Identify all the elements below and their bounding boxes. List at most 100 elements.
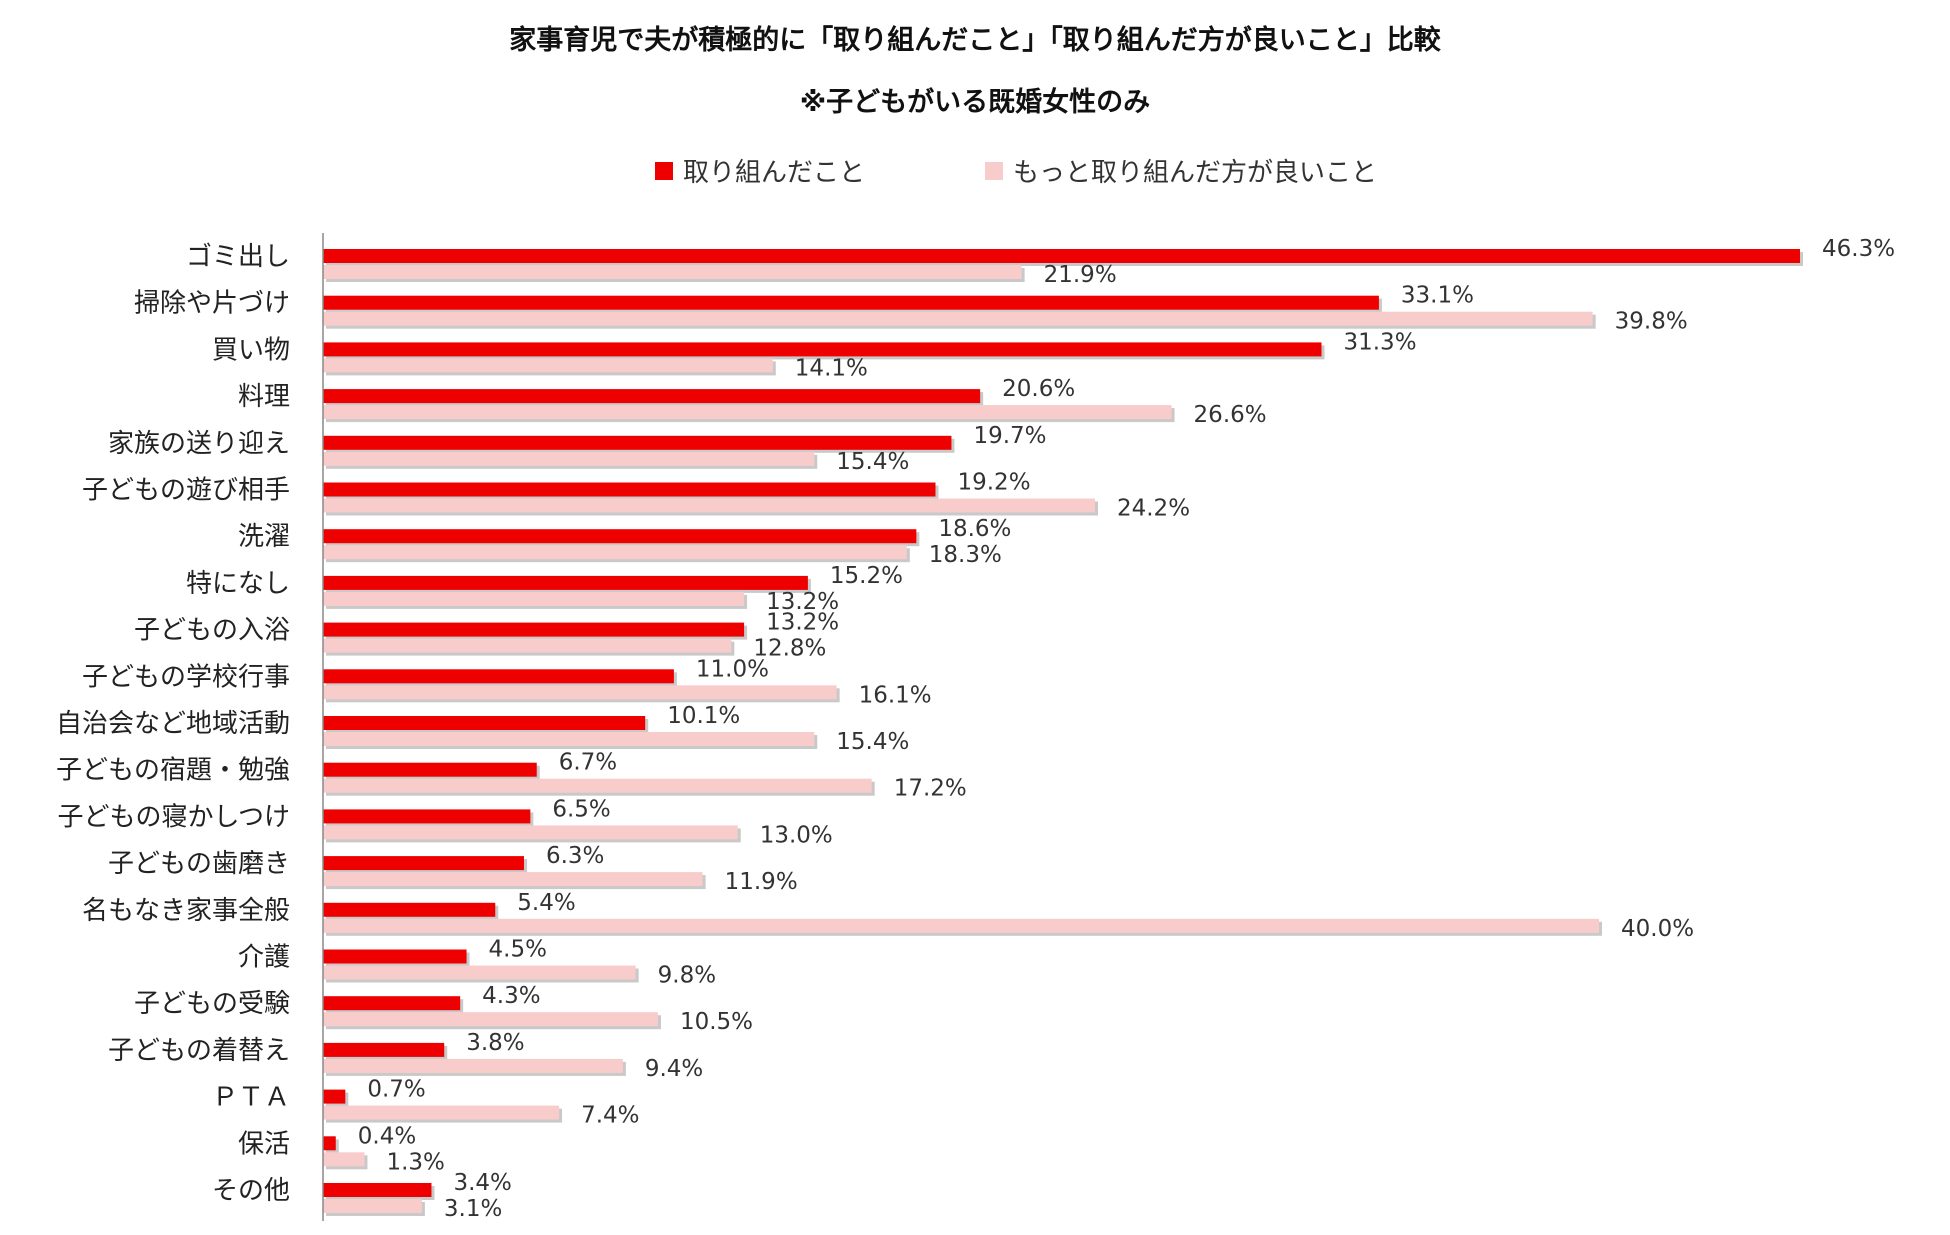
data-label-done: 6.3% [546,843,604,869]
category-label: 特になし [186,569,290,599]
bar-should [323,825,738,840]
category-label: 子どもの遊び相手 [82,476,290,506]
data-label-done: 0.7% [367,1077,425,1103]
bar-done [323,762,537,777]
data-label-should: 9.4% [645,1056,703,1082]
category-label: 子どもの宿題・勉強 [56,756,290,786]
data-label-done: 31.3% [1343,329,1416,355]
legend-item-done: 取り組んだこと [655,152,865,189]
data-label-done: 13.2% [766,610,839,636]
bar-done [323,249,1800,263]
bar-done [323,949,467,964]
bar-done [323,856,524,871]
bar-done [323,435,952,450]
bar-done [323,669,674,684]
data-label-should: 15.4% [836,729,909,755]
data-label-should: 15.4% [836,449,909,475]
data-label-should: 12.8% [753,636,826,662]
bar-should [323,591,745,606]
data-label-should: 1.3% [386,1149,444,1175]
category-label: ゴミ出し [186,242,290,272]
data-label-done: 19.2% [957,470,1030,496]
data-label-done: 4.5% [489,937,547,963]
data-label-done: 6.5% [552,796,610,822]
bar-should [323,1012,658,1027]
category-label: 子どもの着替え [108,1036,290,1066]
bar-should [323,918,1600,933]
data-label-should: 14.1% [795,355,868,381]
bar-done [323,1136,336,1151]
bar-done [323,529,917,544]
category-label: 子どもの受験 [134,989,290,1019]
bar-should [323,778,872,793]
data-label-done: 6.7% [559,750,617,776]
category-label: 子どもの歯磨き [108,849,290,879]
category-label: 子どもの入浴 [134,616,290,646]
category-label: 掃除や片づけ [134,289,290,319]
bar-done [323,342,1322,357]
category-label: 家族の送り迎え [108,429,290,459]
bar-done [323,575,808,590]
bar-done [323,1089,346,1104]
bar-done [323,389,981,404]
legend-label-done: 取り組んだこと [683,158,866,188]
bar-should [323,965,636,980]
data-label-done: 10.1% [667,703,740,729]
data-label-should: 26.6% [1194,402,1267,428]
category-label: 買い物 [212,335,290,365]
bar-done [323,482,936,497]
bar-done [323,295,1379,310]
category-label: 保活 [238,1129,290,1159]
data-label-should: 39.8% [1615,309,1688,335]
bar-should [323,1199,422,1213]
bar-should [323,685,837,700]
bar-done [323,902,496,917]
category-label: 子どもの学校行事 [82,662,290,692]
category-label: 子どもの寝かしつけ [58,802,290,832]
legend-item-should: もっと取り組んだ方が良いこと [985,152,1377,189]
category-label: 洗濯 [238,522,290,552]
bar-should [323,265,1022,279]
data-label-done: 15.2% [830,563,903,589]
data-label-done: 11.0% [696,656,769,682]
bar-should [323,872,703,887]
bar-should [323,451,815,466]
data-label-done: 19.7% [973,423,1046,449]
data-label-should: 3.1% [444,1196,502,1222]
data-label-should: 13.2% [766,589,839,615]
data-label-should: 16.1% [859,682,932,708]
bar-should [323,1105,560,1120]
category-label: ＰＴＡ [212,1083,290,1113]
data-label-should: 10.5% [680,1009,753,1035]
bar-should [323,545,907,560]
chart-title: 家事育児で夫が積極的に「取り組んだこと」「取り組んだ方が良いこと」比較 [509,25,1441,56]
bar-should [323,732,815,746]
data-label-should: 18.3% [929,542,1002,568]
data-label-should: 17.2% [894,776,967,802]
bar-should [323,1058,623,1073]
bar-done [323,1042,445,1057]
data-label-should: 21.9% [1044,262,1117,288]
bar-done [323,996,461,1011]
data-label-done: 3.4% [453,1170,511,1196]
bar-should [323,311,1593,326]
bar-should [323,1152,365,1167]
category-label: 自治会など地域活動 [56,709,290,739]
bar-should [323,498,1095,513]
data-label-done: 4.3% [482,983,540,1009]
data-label-should: 7.4% [581,1103,639,1129]
data-label-done: 18.6% [938,516,1011,542]
data-label-should: 13.0% [760,822,833,848]
data-label-should: 40.0% [1621,916,1694,942]
data-label-done: 20.6% [1002,376,1075,402]
data-label-should: 11.9% [725,869,798,895]
bar-should [323,405,1172,420]
data-label-done: 46.3% [1822,236,1895,262]
chart-subtitle: ※子どもがいる既婚女性のみ [799,87,1151,118]
category-label: 介護 [238,943,290,973]
data-label-should: 9.8% [658,963,716,989]
bar-done [323,1183,432,1197]
bar-done [323,809,531,824]
bar-done [323,716,646,730]
